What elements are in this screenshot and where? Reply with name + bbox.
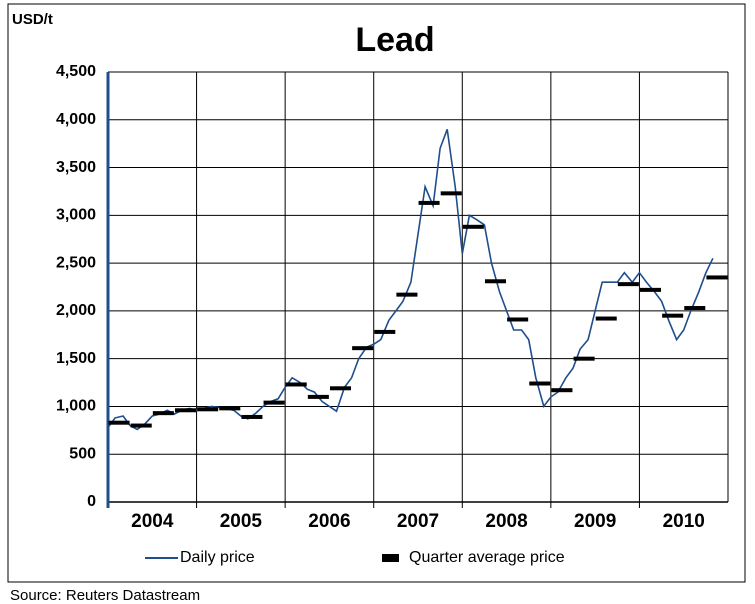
quarter-dash [352, 346, 374, 351]
quarter-dash [108, 420, 130, 425]
quarter-dash [285, 382, 307, 387]
quarter-dash [595, 316, 617, 321]
y-tick-label: 3,000 [56, 207, 96, 224]
y-tick-label: 2,500 [56, 254, 96, 271]
quarter-dash [529, 381, 551, 386]
x-tick-label: 2008 [485, 511, 527, 532]
y-tick-label: 500 [69, 445, 96, 462]
legend-label: Daily price [180, 549, 255, 566]
quarter-dash [484, 279, 507, 284]
quarter-dash [507, 317, 529, 322]
quarter-dash [617, 282, 639, 287]
y-tick-label: 1,500 [56, 350, 96, 367]
quarter-dash [573, 356, 595, 361]
legend-label: Quarter average price [409, 549, 565, 566]
price-line [107, 129, 714, 431]
y-tick-label: 1,000 [56, 398, 96, 415]
quarter-dash [263, 400, 285, 405]
quarter-dash [374, 329, 396, 334]
quarter-dash [130, 423, 152, 428]
quarter-dash [396, 292, 418, 297]
x-tick-label: 2009 [574, 511, 616, 532]
quarter-dash [440, 191, 462, 196]
y-tick-label: 4,000 [56, 111, 96, 128]
frame [7, 3, 746, 583]
quarter-dash [551, 388, 573, 393]
y-tick-label: 4,500 [56, 63, 96, 80]
x-tick-label: 2006 [308, 511, 350, 532]
quarter-dash [329, 386, 352, 391]
x-tick-label: 2010 [663, 511, 705, 532]
quarter-dash [174, 408, 197, 413]
x-tick-label: 2007 [397, 511, 439, 532]
quarter-dash [639, 287, 662, 292]
y-tick-label: 2,000 [56, 302, 96, 319]
quarter-dash [662, 313, 684, 318]
x-tick-label: 2005 [220, 511, 263, 532]
x-tick-label: 2004 [131, 511, 174, 532]
quarter-dash [418, 200, 440, 205]
quarter-dash [706, 275, 728, 280]
quarter-dash [241, 414, 263, 419]
source-note: Source: Reuters Datastream [10, 587, 200, 604]
quarter-dash [197, 407, 219, 412]
quarter-dash [462, 224, 484, 229]
y-tick-label: 3,500 [56, 159, 96, 176]
y-axis-label: USD/t [12, 11, 53, 28]
quarter-dash [684, 306, 706, 311]
quarter-dash [307, 394, 329, 399]
legend-swatch [382, 554, 399, 562]
chart-title: Lead [355, 21, 434, 59]
y-tick-label: 0 [87, 493, 96, 510]
quarter-dash [219, 406, 241, 411]
quarter-dash [152, 411, 174, 416]
